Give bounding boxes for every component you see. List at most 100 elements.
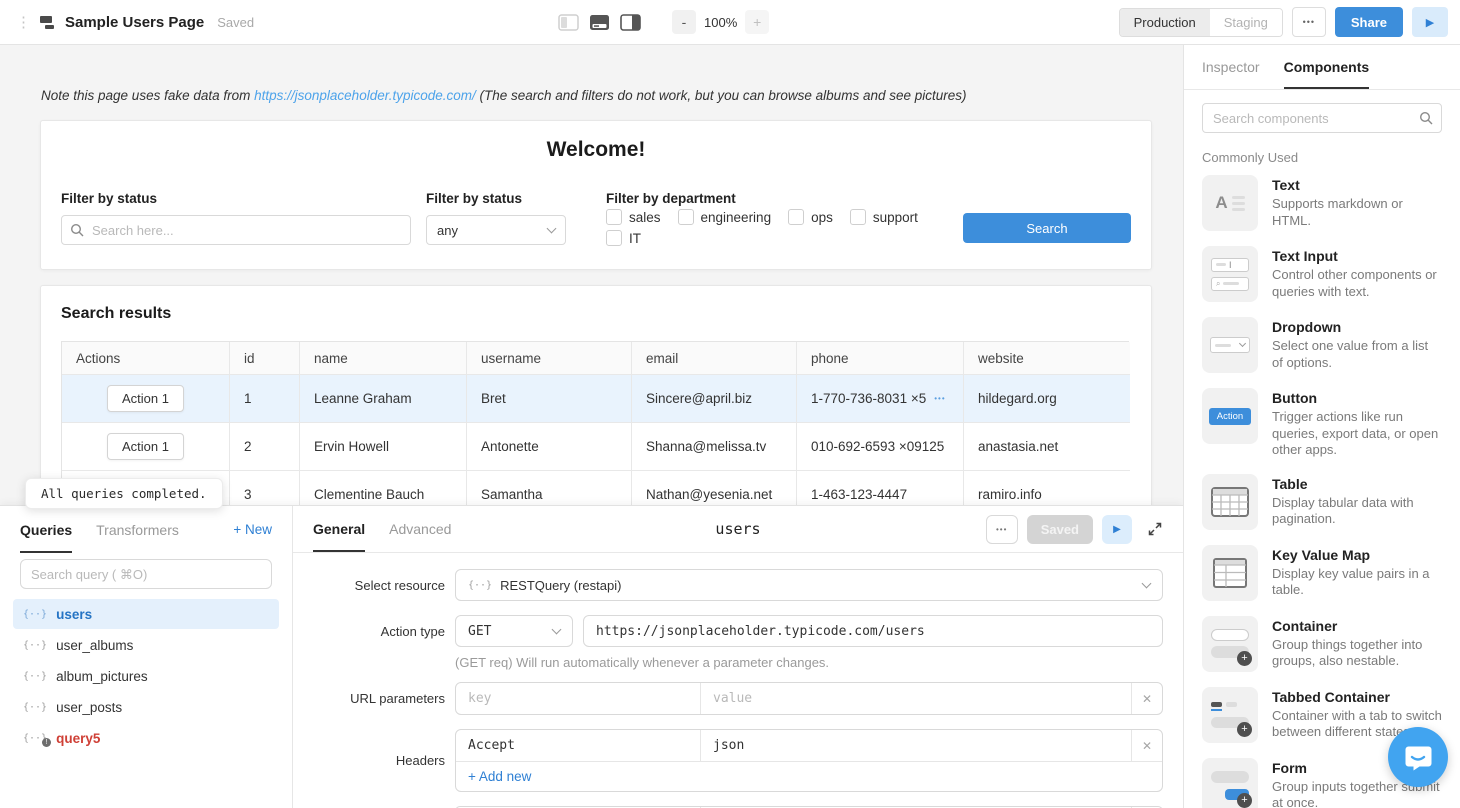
braces-icon: {··}	[23, 639, 48, 651]
col-email[interactable]: email	[632, 342, 797, 375]
search-icon	[1419, 111, 1433, 125]
component-form[interactable]: + Form Group inputs together submit at on…	[1202, 757, 1442, 808]
cell-email: Sincere@april.biz	[632, 375, 797, 423]
component-name: Container	[1272, 617, 1338, 634]
text-input-component-icon: I ⌕	[1202, 246, 1258, 302]
query-more-button[interactable]: •••	[985, 514, 1018, 544]
zoom-out-button[interactable]: -	[672, 10, 696, 34]
run-app-button[interactable]: ▶	[1412, 7, 1448, 37]
tab-general[interactable]: General	[313, 506, 366, 552]
cell-username: Bret	[467, 375, 632, 423]
right-sidebar: Inspector Components Commonly Used A Tex…	[1183, 45, 1460, 808]
component-name: Button	[1272, 390, 1318, 406]
more-options-button[interactable]: •••	[1291, 7, 1326, 37]
tab-inspector[interactable]: Inspector	[1202, 59, 1260, 75]
form-component-icon: +	[1202, 757, 1258, 808]
component-desc: Supports markdown or HTML.	[1272, 196, 1403, 228]
checkbox-engineering[interactable]: engineering	[677, 209, 771, 225]
expand-icon[interactable]	[1147, 521, 1163, 537]
checkbox-support[interactable]: support	[849, 209, 918, 225]
query-item-users[interactable]: {··} users	[13, 599, 279, 629]
run-query-button[interactable]: ▶	[1102, 514, 1132, 544]
col-actions[interactable]: Actions	[62, 342, 230, 375]
error-badge: !	[42, 737, 52, 747]
pages-icon[interactable]	[38, 14, 56, 30]
environment-staging[interactable]: Staging	[1209, 8, 1282, 36]
query-search-input[interactable]	[20, 559, 272, 589]
toggle-right-panel-icon[interactable]	[620, 13, 641, 31]
tab-components[interactable]: Components	[1283, 45, 1369, 89]
environment-production[interactable]: Production	[1119, 8, 1210, 36]
header-key-input[interactable]	[456, 730, 700, 761]
resource-value: RESTQuery (restapi)	[500, 577, 622, 593]
search-button[interactable]: Search	[963, 213, 1131, 243]
status-search-input[interactable]	[61, 215, 411, 245]
query-item-user-posts[interactable]: {··} user_posts	[13, 692, 279, 722]
toggle-left-panel-icon[interactable]	[558, 13, 579, 31]
col-website[interactable]: website	[964, 342, 1130, 375]
share-button[interactable]: Share	[1334, 7, 1403, 37]
cell-id: 2	[230, 423, 300, 471]
col-phone[interactable]: phone	[797, 342, 964, 375]
top-toolbar: ⋮ Sample Users Page Saved	[0, 0, 1460, 45]
remove-param-button[interactable]: ✕	[1132, 683, 1162, 714]
query-item-query5[interactable]: {··}! query5	[13, 723, 279, 753]
query-name: album_pictures	[56, 668, 148, 684]
component-name: Text	[1272, 177, 1300, 193]
component-container[interactable]: + Container Group things together into gr…	[1202, 615, 1442, 672]
tab-transformers[interactable]: Transformers	[96, 521, 179, 538]
status-dropdown[interactable]: any	[426, 215, 566, 245]
component-key-value-map[interactable]: Key Value Map Display key value pairs in …	[1202, 544, 1442, 601]
component-button[interactable]: Action Button Trigger actions like run qu…	[1202, 388, 1442, 459]
drag-handle-icon[interactable]: ⋮	[16, 13, 31, 31]
component-text-input[interactable]: I ⌕ Text Input Control other components o…	[1202, 246, 1442, 302]
close-icon: ✕	[1141, 738, 1153, 753]
zoom-in-button[interactable]: +	[745, 10, 770, 34]
checkbox-label: IT	[629, 230, 641, 246]
toggle-bottom-panel-icon[interactable]	[589, 14, 610, 31]
query-saved-button[interactable]: Saved	[1026, 514, 1093, 544]
component-tabbed-container[interactable]: + Tabbed Container Container with a tab t…	[1202, 686, 1442, 743]
components-search-input[interactable]	[1202, 103, 1442, 133]
cell-expand-icon[interactable]: •••	[934, 394, 946, 403]
filter-department-label: Filter by department	[606, 191, 736, 206]
note-prefix: Note this page uses fake data from	[41, 88, 255, 103]
tab-queries[interactable]: Queries	[20, 506, 73, 553]
new-query-button[interactable]: + New	[233, 522, 272, 537]
results-title: Search results	[61, 305, 172, 322]
status-dropdown-value: any	[437, 222, 458, 238]
query-item-user-albums[interactable]: {··} user_albums	[13, 630, 279, 660]
action-button[interactable]: Action 1	[107, 385, 184, 412]
action-type-label: Action type	[380, 623, 445, 639]
col-name[interactable]: name	[300, 342, 467, 375]
col-id[interactable]: id	[230, 342, 300, 375]
remove-header-button[interactable]: ✕	[1132, 730, 1162, 761]
table-row[interactable]: Action 1 2 Ervin Howell Antonette Shanna…	[62, 423, 1130, 471]
chat-launcher-button[interactable]	[1388, 727, 1448, 787]
resource-select[interactable]: {··} RESTQuery (restapi)	[455, 569, 1163, 601]
action-button[interactable]: Action 1	[107, 433, 184, 460]
param-key-input[interactable]	[456, 683, 700, 714]
component-dropdown[interactable]: Dropdown Select one value from a list of …	[1202, 317, 1442, 373]
checkbox-sales[interactable]: sales	[606, 209, 661, 225]
url-input[interactable]	[583, 615, 1163, 647]
checkbox-ops[interactable]: ops	[788, 209, 833, 225]
col-username[interactable]: username	[467, 342, 632, 375]
param-value-input[interactable]	[701, 683, 1131, 714]
component-desc: Trigger actions like run queries, export…	[1272, 409, 1439, 457]
chevron-down-icon	[1141, 578, 1152, 589]
component-desc: Display tabular data with pagination.	[1272, 494, 1414, 527]
tab-advanced[interactable]: Advanced	[389, 521, 452, 537]
query-item-album-pictures[interactable]: {··} album_pictures	[13, 661, 279, 691]
header-value-input[interactable]	[701, 730, 1131, 761]
note-suffix: (The search and filters do not work, but…	[475, 88, 967, 103]
note-link[interactable]: https://jsonplaceholder.typicode.com/	[254, 88, 476, 103]
action-type-select[interactable]: GET	[455, 615, 573, 647]
table-row[interactable]: Action 1 1 Leanne Graham Bret Sincere@ap…	[62, 375, 1130, 423]
button-component-icon: Action	[1202, 388, 1258, 444]
container-component-icon: +	[1202, 615, 1258, 672]
component-table[interactable]: Table Display tabular data with paginatio…	[1202, 473, 1442, 530]
add-header-button[interactable]: + Add new	[456, 761, 1162, 791]
checkbox-it[interactable]: IT	[606, 230, 641, 246]
component-text[interactable]: A Text Supports markdown or HTML.	[1202, 175, 1442, 231]
